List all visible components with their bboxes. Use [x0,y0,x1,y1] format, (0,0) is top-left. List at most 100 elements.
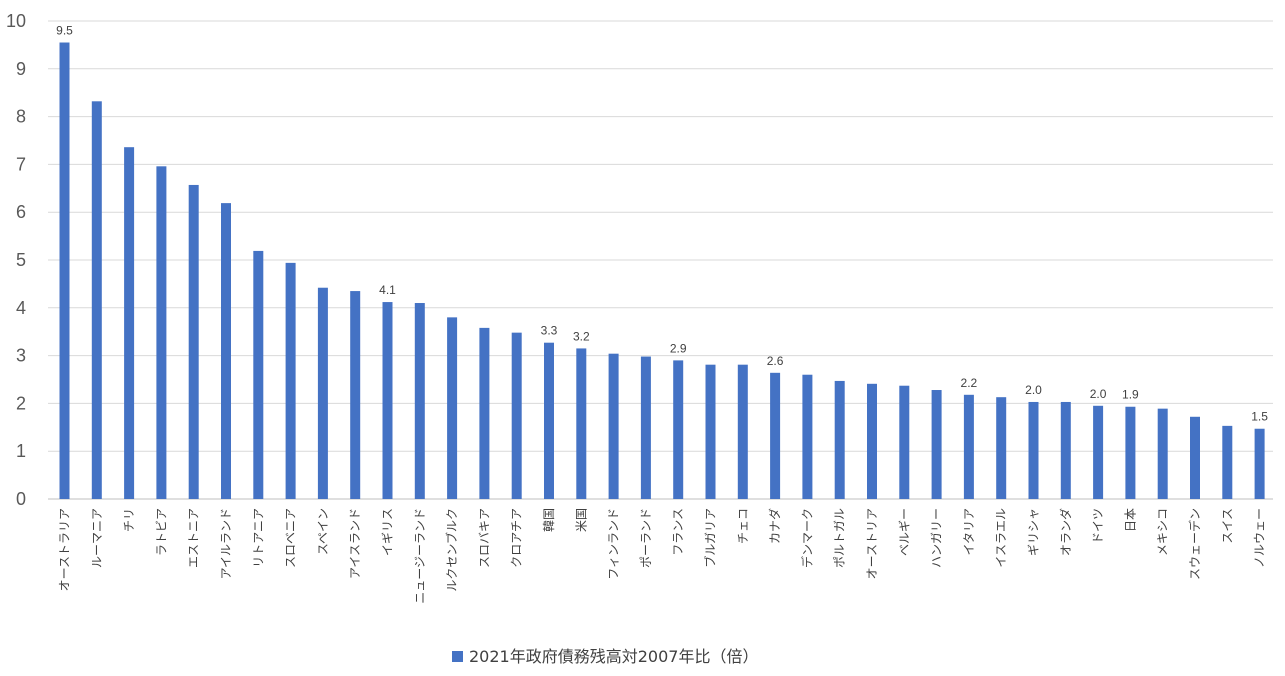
bar [1093,405,1104,499]
x-tick-label: デンマーク [799,508,814,568]
bar [447,317,458,499]
bar [834,380,845,499]
x-tick-label: ハンガリー [930,508,944,568]
bar [867,383,877,499]
bar [931,390,942,499]
bar [1254,428,1265,499]
y-tick-label: 4 [16,298,26,318]
y-tick-label: 1 [16,441,26,461]
x-tick-label: カナダ [767,508,782,544]
x-tick-label: ギリシャ [1027,508,1041,556]
y-tick-label: 10 [6,11,26,31]
data-label: 4.1 [379,283,396,297]
x-tick-label: ルクセンブルク [444,508,459,592]
bar [1060,401,1071,499]
x-tick-label: ルーマニア [90,508,104,568]
x-tick-label: リトアニア [251,508,265,568]
x-tick-label: イスラエル [994,508,1008,568]
x-tick-label: メキシコ [1156,508,1170,556]
x-tick-label: スペイン [316,508,330,555]
gridlines [48,20,1273,500]
data-label: 2.6 [767,354,784,368]
bars [59,42,1265,500]
y-tick-label: 6 [16,202,26,222]
bar [899,385,910,499]
x-tick-label: イタリア [962,508,976,556]
bar [382,302,393,499]
x-tick-label: ラトビア [154,508,168,556]
x-tick-label: 日本 [1123,508,1137,532]
bar [673,360,684,499]
x-tick-label: ニュージーランド [413,508,427,604]
bar [221,203,231,500]
x-tick-label: オランダ [1058,508,1073,556]
data-label: 1.5 [1251,410,1268,424]
y-tick-label: 9 [16,59,26,79]
bar [608,353,619,499]
y-tick-label: 8 [16,107,26,127]
bar [156,166,167,499]
x-tick-label: 米国 [574,508,588,532]
bar [414,303,425,499]
x-tick-label: スイス [1220,508,1234,544]
bar [285,262,296,499]
x-tick-label: チリ [122,508,136,532]
bar [1190,416,1200,499]
y-tick-label: 7 [16,154,26,174]
bar [511,332,522,499]
x-tick-label: アイルランド [219,508,233,579]
legend-label: 2021年政府債務残高対2007年比（倍） [469,647,758,666]
x-tick-label: ポーランド [639,508,653,568]
bar [124,147,135,499]
x-tick-label: スウェーデン [1187,508,1202,580]
data-label: 2.9 [670,341,687,355]
x-tick-label: フィンランド [607,508,621,580]
data-label: 3.3 [541,324,558,338]
bar [705,364,716,499]
bar [1157,408,1168,499]
x-axis: オーストラリア ルーマニア チリ ラトビア エストニア アイルランド リトアニア スロベニア ス… [58,508,1267,604]
bar [350,291,361,499]
x-tick-label: ノルウェー [1253,508,1267,568]
x-tick-label: フランス [671,508,685,556]
data-label: 2.2 [961,376,978,390]
data-labels: 9.5 4.1 3.3 3.2 2.9 2.6 2.2 2.0 2.0 1.9 1.5 [56,24,1268,424]
legend-swatch [452,651,463,662]
y-tick-label: 3 [16,346,26,366]
x-tick-label: イギリス [381,508,395,556]
y-tick-label: 2 [16,393,26,413]
bar [963,394,974,499]
data-label: 9.5 [56,24,73,38]
x-tick-label: オーストリア [865,508,879,579]
y-tick-label: 5 [16,250,26,270]
bar [479,327,490,499]
data-label: 3.2 [573,329,590,343]
bar [737,364,748,499]
bar [576,348,587,499]
y-axis: 0 1 2 3 4 5 6 7 8 9 10 [6,11,26,509]
data-label: 2.0 [1025,383,1042,397]
bar [1125,406,1136,499]
x-tick-label: エストニア [187,508,201,568]
bar [59,42,70,499]
x-tick-label: アイスランド [348,508,362,579]
x-tick-label: スロバキア [477,508,491,568]
data-label: 2.0 [1090,387,1107,401]
bar [802,374,813,499]
bar [253,250,264,499]
x-tick-label: チェコ [736,508,750,544]
x-tick-label: 韓国 [542,508,556,532]
x-tick-label: スロベニア [284,508,298,568]
data-label: 1.9 [1122,388,1139,402]
x-tick-label: オーストラリア [58,508,72,591]
bar [1222,425,1233,499]
bar [640,356,651,499]
bar [770,372,781,499]
bar [188,184,199,500]
x-tick-label: ポルトガル [833,508,847,568]
x-tick-label: ベルギー [897,508,911,556]
bar [317,287,328,499]
bar [1028,401,1039,499]
bar [544,342,554,499]
